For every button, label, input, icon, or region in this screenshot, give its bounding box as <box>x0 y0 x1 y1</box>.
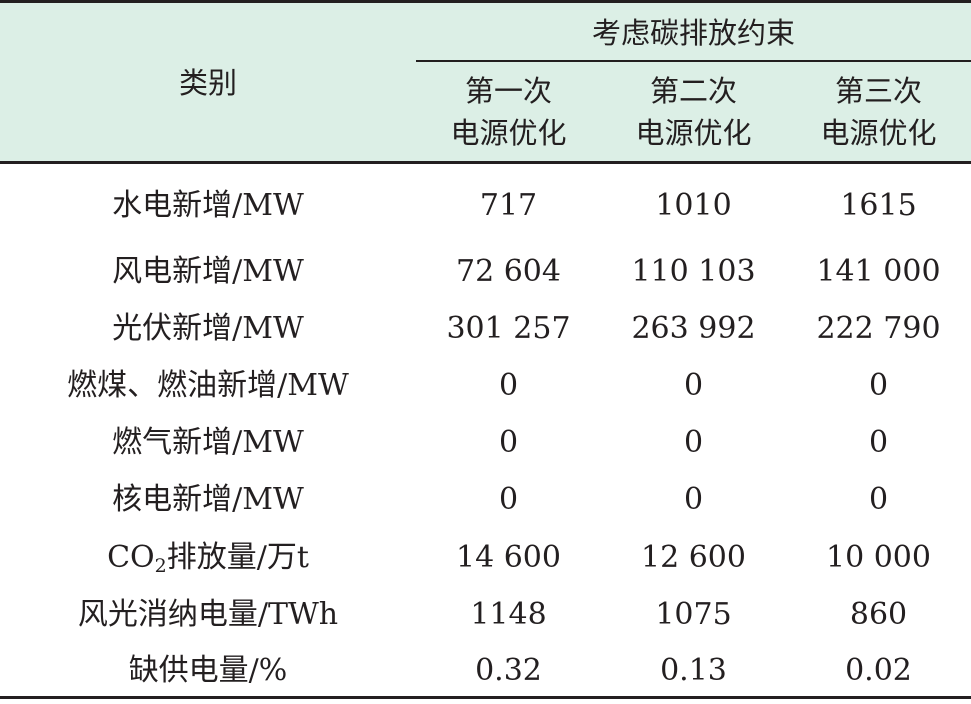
row-label-gas: 燃气新增/MW <box>112 425 304 460</box>
cell-consumption-3: 860 <box>849 597 908 632</box>
cell-wind-1: 72 604 <box>456 254 561 289</box>
cell-shortage-2: 0.13 <box>660 653 727 688</box>
cell-nuclear-3: 0 <box>868 482 889 517</box>
row-label-co2-sub: 2 <box>154 555 167 577</box>
cell-nuclear-1: 0 <box>498 482 519 517</box>
cell-co2-1: 14 600 <box>456 540 561 575</box>
header-bottom-rule <box>0 161 971 164</box>
row-label-hydro: 水电新增/MW <box>112 188 304 223</box>
row-label-co2-pre: CO <box>107 540 155 575</box>
row-label-co2-post: 排放量/万t <box>166 540 309 575</box>
column-header-2: 第二次 电源优化 <box>601 70 786 154</box>
column-header-3-line2: 电源优化 <box>820 116 937 150</box>
column-header-1-line2: 电源优化 <box>450 116 567 150</box>
cell-gas-2: 0 <box>683 425 704 460</box>
cell-consumption-2: 1075 <box>655 597 732 632</box>
table-top-rule <box>0 0 971 3</box>
row-label-coal-oil: 燃煤、燃油新增/MW <box>67 368 349 403</box>
cell-hydro-3: 1615 <box>840 188 917 223</box>
row-label-solar: 光伏新增/MW <box>112 311 304 346</box>
group-header-rule <box>416 60 971 62</box>
cell-solar-2: 263 992 <box>631 311 756 346</box>
row-label-co2: CO2排放量/万t <box>0 539 416 577</box>
cell-wind-3: 141 000 <box>816 254 941 289</box>
row-label-consumption: 风光消纳电量/TWh <box>77 597 339 632</box>
column-header-3-line1: 第三次 <box>834 74 922 108</box>
column-header-1: 第一次 电源优化 <box>416 70 601 154</box>
cell-gas-1: 0 <box>498 425 519 460</box>
cell-gas-3: 0 <box>868 425 889 460</box>
cell-coal-oil-2: 0 <box>683 368 704 403</box>
cell-hydro-1: 717 <box>479 188 538 223</box>
column-header-3: 第三次 电源优化 <box>786 70 971 154</box>
cell-coal-oil-3: 0 <box>868 368 889 403</box>
cell-consumption-1: 1148 <box>470 597 547 632</box>
cell-hydro-2: 1010 <box>655 188 732 223</box>
cell-wind-2: 110 103 <box>631 254 756 289</box>
category-header: 类别 <box>178 66 237 100</box>
column-header-2-line2: 电源优化 <box>635 116 752 150</box>
cell-shortage-1: 0.32 <box>475 653 542 688</box>
cell-coal-oil-1: 0 <box>498 368 519 403</box>
row-label-shortage: 缺供电量/% <box>128 653 288 688</box>
cell-nuclear-2: 0 <box>683 482 704 517</box>
cell-co2-2: 12 600 <box>641 540 746 575</box>
table-bottom-rule <box>0 696 971 699</box>
cell-co2-3: 10 000 <box>826 540 931 575</box>
cell-shortage-3: 0.02 <box>845 653 912 688</box>
cell-solar-1: 301 257 <box>446 311 571 346</box>
row-label-nuclear: 核电新增/MW <box>112 482 304 517</box>
row-label-wind: 风电新增/MW <box>112 254 304 289</box>
table-header-background <box>0 0 971 163</box>
column-header-2-line1: 第二次 <box>649 74 737 108</box>
cell-solar-3: 222 790 <box>816 311 941 346</box>
column-header-1-line1: 第一次 <box>464 74 552 108</box>
group-header: 考虑碳排放约束 <box>591 16 795 50</box>
